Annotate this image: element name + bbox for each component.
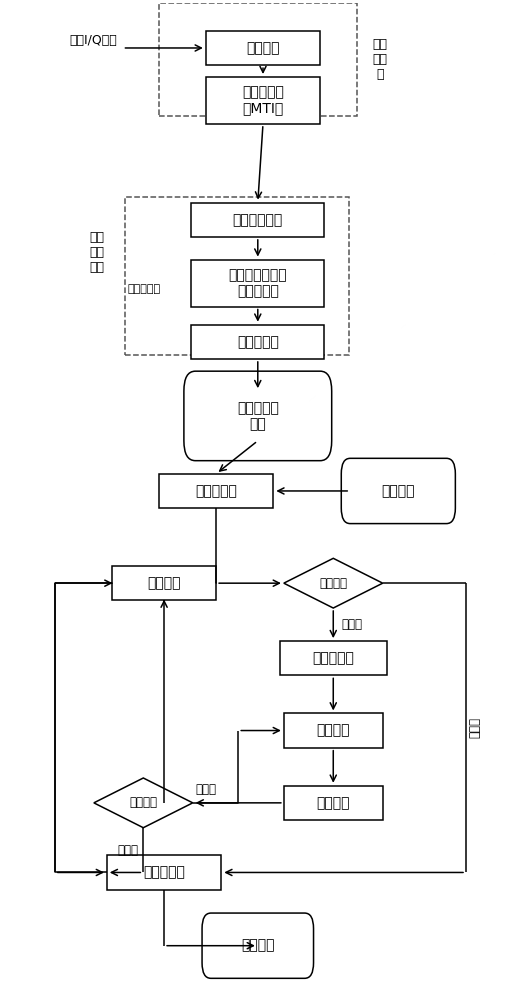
- Polygon shape: [94, 778, 193, 828]
- Text: 数据图像化: 数据图像化: [128, 284, 161, 294]
- FancyBboxPatch shape: [159, 474, 274, 508]
- Text: 模型训练: 模型训练: [317, 724, 350, 738]
- Text: 目标检测层: 目标检测层: [237, 335, 279, 349]
- Text: 杂波抑制网络: 杂波抑制网络: [232, 213, 283, 227]
- Text: 杂波抑制后
结果: 杂波抑制后 结果: [237, 401, 279, 431]
- FancyBboxPatch shape: [107, 855, 221, 890]
- FancyBboxPatch shape: [284, 786, 383, 820]
- FancyBboxPatch shape: [280, 641, 387, 675]
- Text: 深度卷积神经网
络特征提取: 深度卷积神经网 络特征提取: [228, 268, 287, 298]
- Text: 目标
检测
模块: 目标 检测 模块: [89, 231, 104, 274]
- FancyBboxPatch shape: [206, 31, 320, 65]
- FancyBboxPatch shape: [112, 566, 216, 600]
- Text: 预处
理模
块: 预处 理模 块: [372, 38, 388, 81]
- FancyBboxPatch shape: [184, 371, 332, 461]
- Text: 模型知识库: 模型知识库: [143, 865, 185, 879]
- Text: 标注目标: 标注目标: [381, 484, 415, 498]
- Polygon shape: [284, 558, 383, 608]
- Text: 动目标显示
（MTI）: 动目标显示 （MTI）: [242, 85, 284, 116]
- FancyBboxPatch shape: [341, 458, 456, 524]
- Text: 分数判决: 分数判决: [129, 796, 157, 809]
- FancyBboxPatch shape: [202, 913, 313, 978]
- Text: 分数高: 分数高: [117, 844, 138, 857]
- Text: 脉冲压缩: 脉冲压缩: [246, 41, 280, 55]
- FancyBboxPatch shape: [191, 325, 324, 359]
- Text: 更新训练集: 更新训练集: [312, 651, 354, 665]
- FancyBboxPatch shape: [191, 260, 324, 307]
- FancyBboxPatch shape: [206, 77, 320, 124]
- FancyBboxPatch shape: [191, 203, 324, 237]
- Text: 模型评估: 模型评估: [317, 796, 350, 810]
- Text: 目标模型: 目标模型: [241, 939, 275, 953]
- Text: 分数低: 分数低: [341, 618, 362, 631]
- Text: 分数低: 分数低: [195, 783, 216, 796]
- FancyBboxPatch shape: [284, 713, 383, 748]
- Text: 分数高: 分数高: [469, 717, 482, 738]
- Text: 数据集生成: 数据集生成: [195, 484, 237, 498]
- Text: 模型评估: 模型评估: [147, 576, 181, 590]
- Text: 分数判决: 分数判决: [319, 577, 347, 590]
- Text: 原始I/Q信号: 原始I/Q信号: [69, 34, 117, 47]
